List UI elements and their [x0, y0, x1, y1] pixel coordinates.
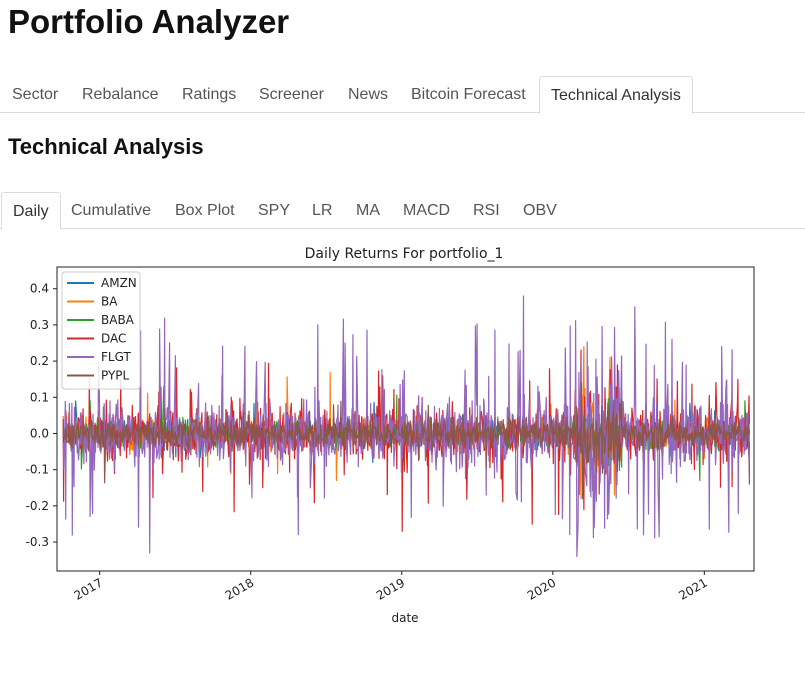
- app-title: Portfolio Analyzer: [8, 3, 290, 40]
- tab-news[interactable]: News: [348, 86, 389, 103]
- x-tick-label: 2020: [525, 575, 558, 602]
- subtab-obv[interactable]: OBV: [523, 202, 557, 219]
- subtab-lr[interactable]: LR: [312, 202, 333, 219]
- y-tick-label: 0.0: [30, 426, 49, 440]
- x-tick-label: 2021: [676, 575, 709, 602]
- subtab-spy[interactable]: SPY: [258, 202, 291, 219]
- subtab-macd[interactable]: MACD: [403, 202, 451, 219]
- subtab-ma[interactable]: MA: [356, 202, 380, 219]
- x-tick-label: 2019: [374, 575, 407, 602]
- x-tick-label: 2017: [72, 575, 105, 602]
- legend-label-amzn: AMZN: [101, 276, 137, 290]
- plot-frame: [56, 266, 755, 572]
- y-tick-label: 0.2: [30, 354, 49, 368]
- x-axis: 2017 2018 2019 2020 2021: [72, 571, 710, 603]
- y-tick-label: -0.2: [26, 499, 49, 513]
- tab-sector[interactable]: Sector: [12, 86, 59, 103]
- chart-title: Daily Returns For portfolio_1: [305, 246, 504, 262]
- y-tick-label: 0.3: [30, 318, 49, 332]
- subtab-cumulative[interactable]: Cumulative: [71, 202, 152, 219]
- y-tick-label: 0.4: [30, 282, 49, 296]
- legend-label-dac: DAC: [101, 332, 126, 346]
- legend-label-flgt: FLGT: [101, 350, 131, 364]
- x-tick-label: 2018: [223, 575, 256, 602]
- daily-returns-chart: Daily Returns For portfolio_1 -0.3-0.2-0…: [26, 246, 755, 625]
- tab-rebalance[interactable]: Rebalance: [82, 86, 159, 103]
- x-axis-label: date: [391, 611, 418, 625]
- tab-bitcoin-forecast[interactable]: Bitcoin Forecast: [411, 86, 526, 103]
- subtab-daily[interactable]: Daily: [1, 192, 61, 230]
- tab-ratings[interactable]: Ratings: [182, 86, 237, 103]
- tab-screener[interactable]: Screener: [259, 86, 324, 103]
- sub-tab-bar: Daily Cumulative Box Plot SPY LR MA MACD…: [0, 192, 805, 230]
- y-tick-label: -0.1: [26, 463, 49, 477]
- main-tab-bar: Sector Rebalance Ratings Screener News B…: [0, 76, 805, 114]
- y-tick-label: -0.3: [26, 535, 49, 549]
- legend-label-ba: BA: [101, 295, 118, 309]
- tab-technical-analysis[interactable]: Technical Analysis: [539, 76, 693, 114]
- series-line-pypl: [62, 382, 751, 500]
- y-axis: -0.3 -0.2 -0.1 0.0 0.1 0.2 0.3 0.4: [26, 282, 57, 549]
- y-tick-label: 0.1: [30, 390, 49, 404]
- subtab-box-plot[interactable]: Box Plot: [175, 202, 235, 219]
- legend-label-baba: BABA: [101, 313, 135, 327]
- legend-label-pypl: PYPL: [101, 369, 130, 383]
- subtab-rsi[interactable]: RSI: [473, 202, 500, 219]
- section-title: Technical Analysis: [8, 134, 204, 159]
- series-lines: [62, 295, 751, 558]
